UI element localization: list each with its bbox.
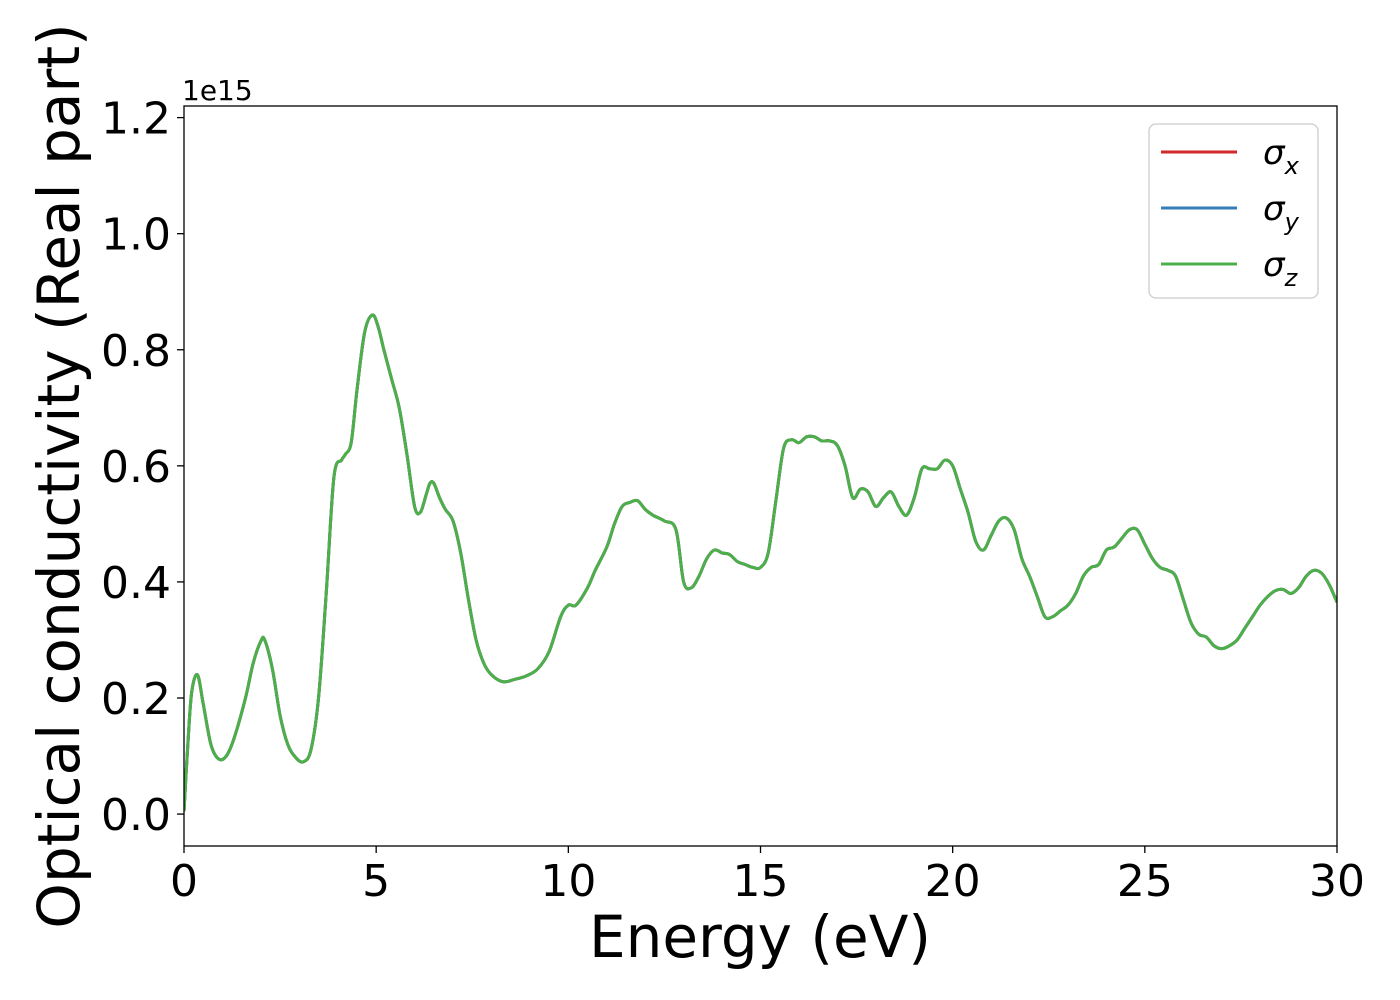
legend-label-subscript: z: [1284, 264, 1299, 292]
legend-label-subscript: y: [1284, 208, 1300, 236]
y-tick-label: 1.0: [101, 210, 171, 261]
y-tick-label: 0.0: [101, 790, 171, 841]
y-tick-label: 0.4: [101, 558, 171, 609]
x-tick-label: 0: [170, 856, 198, 907]
y-axis-offset-label: 1e15: [182, 74, 253, 107]
y-axis-label: Optical conductivity (Real part): [25, 23, 93, 928]
y-tick-label: 0.6: [101, 442, 171, 493]
x-tick-label: 5: [362, 856, 390, 907]
x-axis-ticks: 0 5 10 15 20 25 30: [170, 846, 1365, 907]
x-tick-label: 30: [1309, 856, 1365, 907]
series-line-z: [184, 313, 1337, 812]
legend-box: [1148, 123, 1319, 299]
x-tick-label: 15: [733, 856, 789, 907]
y-tick-label: 0.8: [101, 326, 171, 377]
y-axis-ticks: 0.0 0.2 0.4 0.6 0.8 1.0 1.2: [101, 94, 184, 841]
legend-label-subscript: x: [1284, 152, 1300, 180]
y-tick-label: 0.2: [101, 674, 171, 725]
x-tick-label: 25: [1117, 856, 1173, 907]
x-tick-label: 20: [925, 856, 981, 907]
y-tick-label: 1.2: [101, 94, 171, 145]
series-layer: [184, 313, 1337, 812]
x-tick-label: 10: [540, 856, 596, 907]
x-axis-label: Energy (eV): [589, 903, 931, 971]
